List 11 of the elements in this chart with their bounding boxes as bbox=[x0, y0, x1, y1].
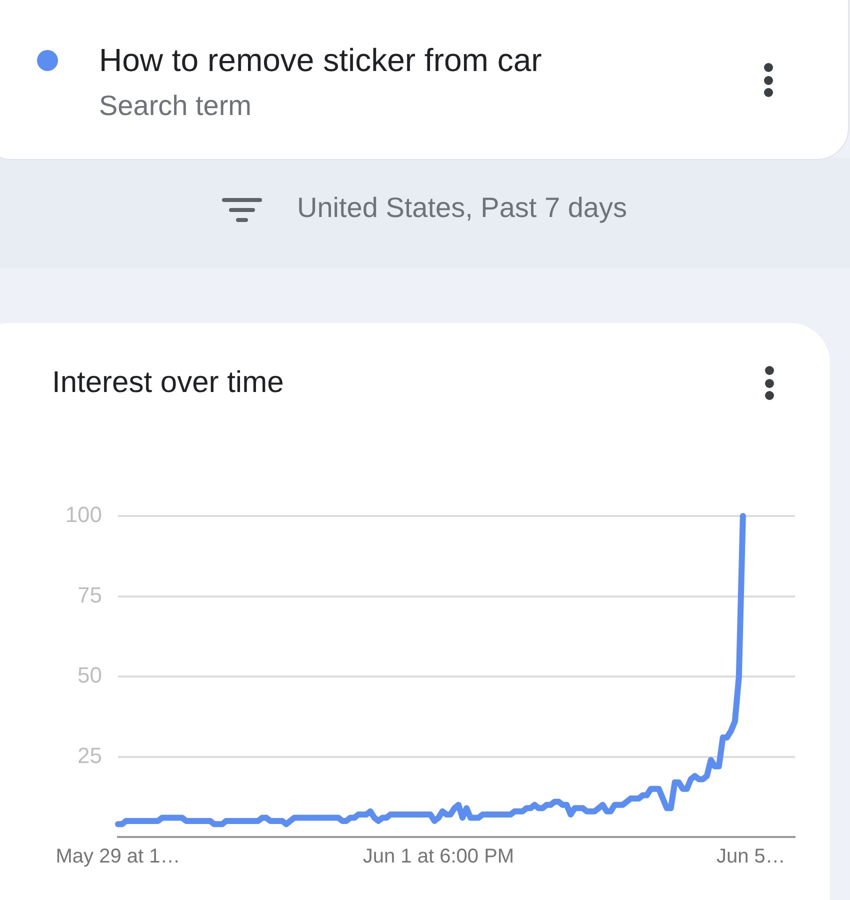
y-tick-label: 100 bbox=[65, 502, 102, 528]
legend-label: How to remove sticker from car bbox=[99, 42, 542, 79]
chart-subtitle: United States, Past 7 days bbox=[297, 192, 627, 224]
text: Search term bbox=[99, 90, 252, 122]
chart-title: Interest over time bbox=[52, 366, 284, 400]
x-tick-label: Jun 1 at 6:00 PM bbox=[362, 846, 514, 868]
y-tick-label: 50 bbox=[78, 662, 102, 688]
x-tick-label: Jun 5… bbox=[716, 846, 786, 868]
y-tick-label: 25 bbox=[78, 742, 102, 768]
x-tick-label: May 29 at 1… bbox=[56, 846, 180, 868]
y-tick-label: 75 bbox=[78, 582, 102, 608]
